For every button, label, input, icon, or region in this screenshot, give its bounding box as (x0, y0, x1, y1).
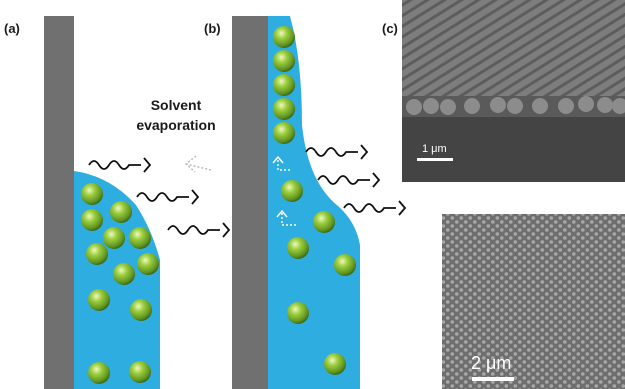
panel-b-label: (b) (204, 21, 221, 36)
particle (334, 254, 356, 276)
particle (287, 237, 309, 259)
wavy-arrow-icon (167, 222, 231, 238)
wavy-arrow-icon (136, 189, 200, 205)
particle (110, 201, 132, 223)
dashed-arrow-icon (276, 209, 296, 226)
scale-bar (417, 158, 453, 161)
particle (273, 50, 295, 72)
particle (287, 302, 309, 324)
sem-top-view-image: 2 μm (442, 214, 625, 389)
panel-c-label: (c) (382, 21, 398, 36)
wavy-arrow-icon (305, 144, 369, 160)
particle (273, 74, 295, 96)
particle (81, 209, 103, 231)
particle (137, 253, 159, 275)
evaporation-label: evaporation (136, 117, 215, 133)
particle (129, 361, 151, 383)
solvent-label: Solvent (151, 97, 202, 113)
scale-bar (472, 377, 514, 381)
wavy-arrow-icon (88, 157, 152, 173)
particle (273, 122, 295, 144)
particle (103, 227, 125, 249)
particle (129, 227, 151, 249)
particle (313, 211, 335, 233)
panel-a: (a) Solvent evaporation (4, 16, 231, 389)
scale-label-bottom: 2 μm (471, 353, 511, 373)
panel-b: (b) (204, 16, 407, 389)
substrate-a (44, 16, 74, 389)
substrate-b (232, 16, 268, 389)
particles-a (81, 183, 159, 384)
dashed-arrow-icon (184, 155, 212, 173)
dashed-arrow-icon (272, 155, 290, 171)
particle (113, 263, 135, 285)
particle (324, 353, 346, 375)
panel-c: (c) 1 μm 2 μm (382, 0, 625, 389)
particle (130, 299, 152, 321)
wavy-arrow-icon (317, 172, 381, 188)
particle (88, 289, 110, 311)
particles-b (273, 26, 356, 375)
particle (273, 98, 295, 120)
liquid-b (268, 16, 360, 389)
sem-cross-section-image: 1 μm (402, 0, 625, 182)
particle (81, 183, 103, 205)
particle (273, 26, 295, 48)
particle (88, 362, 110, 384)
scale-label-top: 1 μm (422, 143, 447, 155)
panel-a-label: (a) (4, 21, 20, 36)
particle (281, 180, 303, 202)
particle (86, 243, 108, 265)
wavy-arrow-icon (343, 200, 407, 216)
